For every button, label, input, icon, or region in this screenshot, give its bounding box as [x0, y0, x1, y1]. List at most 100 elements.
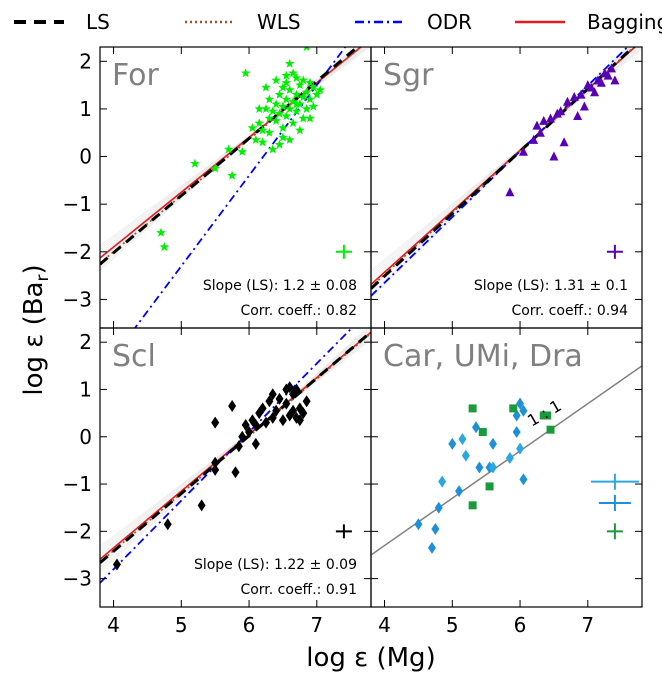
data-point — [579, 101, 589, 111]
data-point — [251, 437, 260, 450]
data-point — [261, 416, 270, 429]
data-point-car — [414, 518, 423, 531]
data-point — [569, 92, 579, 102]
data-point — [298, 113, 308, 123]
legend-label-wls: WLS — [257, 10, 301, 34]
data-point — [610, 75, 620, 85]
data-point — [556, 106, 566, 116]
data-point — [278, 123, 288, 132]
y-tick-label: 0 — [79, 425, 92, 449]
data-point — [295, 414, 304, 427]
data-point — [264, 127, 275, 137]
data-point-car — [434, 501, 443, 514]
data-point — [295, 80, 305, 90]
data-point-umi — [505, 452, 514, 465]
data-point — [291, 99, 302, 109]
data-point — [268, 411, 277, 424]
x-tick-label: 7 — [310, 613, 323, 637]
y-tick-label: 2 — [79, 330, 92, 354]
data-point — [607, 63, 617, 73]
panel-car-umi-dra-title: Car, UMi, Dra — [383, 339, 583, 374]
svg-text:log ε (Bar): log ε (Bar) — [19, 264, 53, 395]
data-point — [505, 187, 515, 197]
data-point — [278, 414, 287, 427]
panel-for: Slope (LS): 1.2 ± 0.08 Corr. coeff.: 0.82… — [63, 46, 372, 329]
data-point — [281, 70, 292, 80]
data-point-car — [519, 404, 528, 417]
data-point-car — [475, 461, 484, 474]
data-point — [308, 101, 319, 111]
one-to-one-line — [371, 365, 642, 556]
data-point — [288, 118, 298, 128]
data-point — [291, 89, 302, 99]
data-point — [305, 113, 315, 123]
data-point-umi — [516, 442, 525, 455]
data-point — [271, 75, 281, 85]
x-tick-label: 7 — [581, 613, 594, 637]
data-point-dra — [478, 428, 487, 437]
slope-stat: Slope (LS): 1.2 ± 0.08 — [203, 278, 357, 294]
data-point — [518, 146, 528, 156]
data-point-car — [472, 421, 481, 434]
data-point — [532, 120, 542, 130]
legend-label-odr: ODR — [427, 10, 472, 34]
data-point — [238, 430, 247, 443]
data-point-umi — [458, 433, 467, 446]
y-tick-label: −1 — [63, 192, 92, 216]
data-point-car — [512, 426, 521, 439]
data-point-car — [488, 437, 497, 450]
data-point — [156, 227, 166, 237]
y-tick-label: 2 — [79, 49, 92, 73]
data-point — [298, 92, 308, 102]
data-point — [257, 137, 268, 147]
data-point-dra — [485, 482, 494, 491]
data-point — [583, 80, 593, 90]
data-point — [261, 82, 271, 92]
data-point — [264, 113, 275, 123]
data-point — [227, 170, 237, 180]
data-point — [247, 123, 258, 132]
data-point — [231, 466, 240, 479]
data-point — [272, 404, 281, 417]
data-point-dra — [468, 404, 477, 413]
ls-fit-line — [100, 330, 371, 564]
data-point — [268, 144, 278, 154]
data-point — [245, 426, 254, 439]
panels: Slope (LS): 1.2 ± 0.08 Corr. coeff.: 0.82… — [63, 46, 643, 637]
data-point — [190, 158, 200, 168]
x-tick-label: 5 — [446, 613, 459, 637]
data-point — [251, 134, 261, 144]
data-point — [282, 397, 291, 410]
data-point-dra — [543, 411, 552, 420]
data-point — [254, 118, 264, 128]
data-point — [274, 139, 285, 149]
data-point — [281, 94, 292, 104]
data-point — [562, 96, 572, 106]
panel-car-umi-dra-frame — [370, 327, 643, 608]
data-point — [298, 75, 308, 85]
data-point — [274, 89, 285, 99]
data-point — [278, 132, 288, 142]
slope-stat: Slope (LS): 1.22 ± 0.09 — [194, 557, 357, 573]
panel-for-title: For — [112, 58, 160, 93]
x-axis-title: log ε (Mg) — [306, 643, 435, 673]
data-point — [284, 58, 295, 68]
y-tick-label: −3 — [63, 567, 92, 591]
data-point — [265, 395, 274, 408]
data-point — [224, 144, 234, 154]
legend-label-ls: LS — [86, 10, 110, 34]
data-point — [305, 77, 315, 87]
data-point — [315, 84, 325, 94]
data-point — [299, 407, 308, 420]
x-tick-label: 5 — [175, 613, 188, 637]
panel-car-umi-dra-plot-area — [371, 365, 642, 556]
data-point-car — [427, 541, 436, 554]
data-point-car — [512, 409, 521, 422]
data-point-dra — [509, 404, 518, 413]
data-point — [275, 392, 284, 405]
data-point — [305, 94, 315, 104]
data-point-dra — [546, 425, 555, 434]
data-point — [596, 77, 606, 87]
x-tick-label: 4 — [107, 613, 120, 637]
